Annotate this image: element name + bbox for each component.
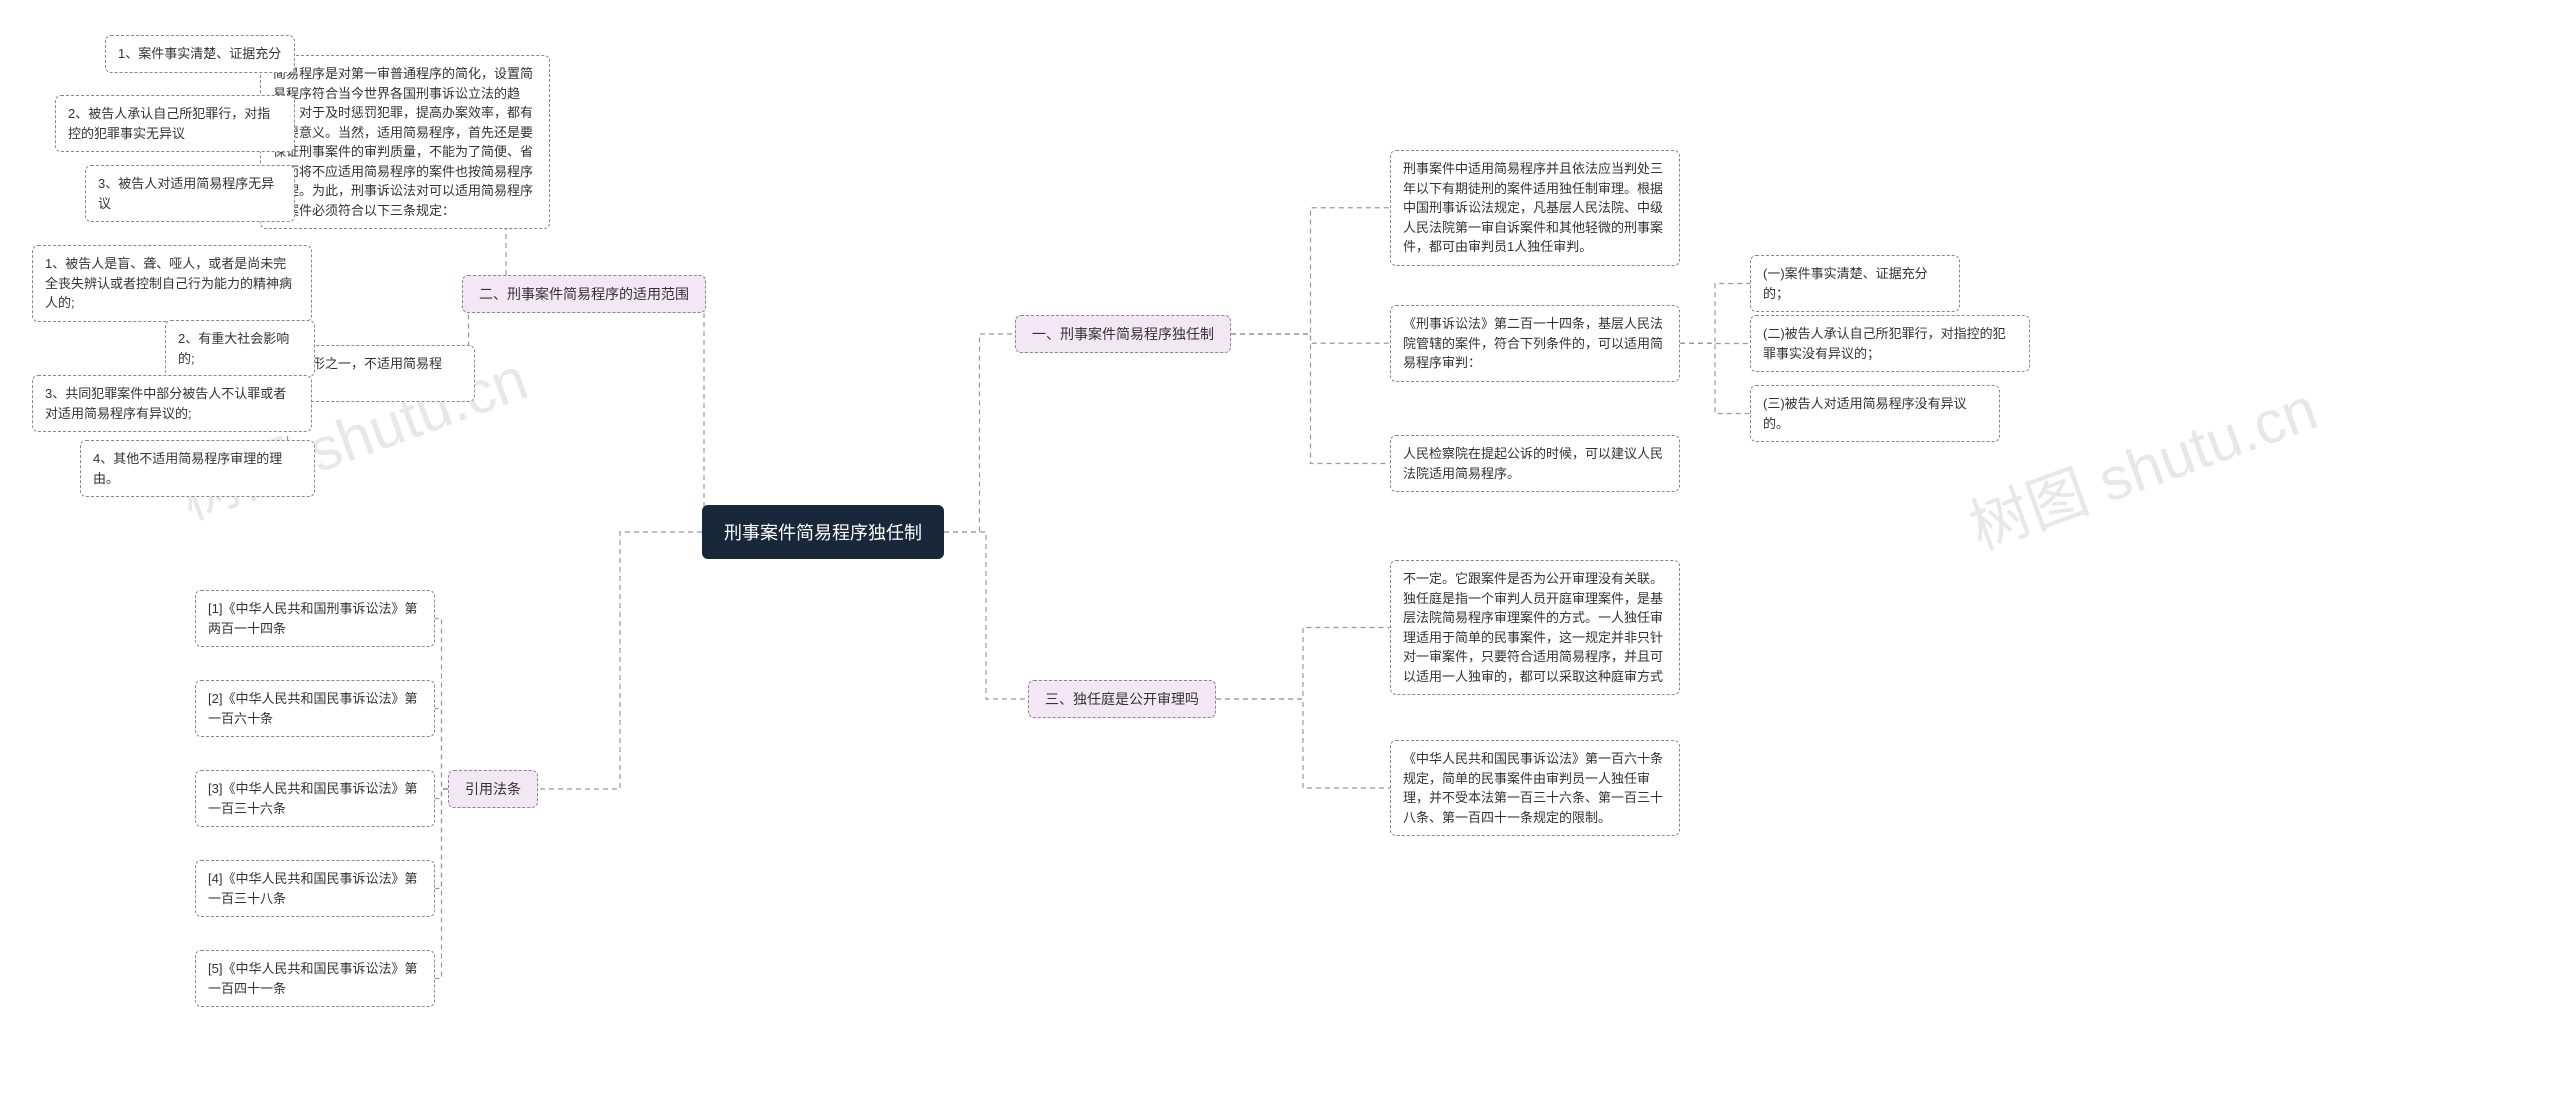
- node-2-2a[interactable]: 1、被告人是盲、聋、哑人，或者是尚未完全丧失辨认或者控制自己行为能力的精神病人的…: [32, 245, 312, 322]
- node-text: 不一定。它跟案件是否为公开审理没有关联。独任庭是指一个审判人员开庭审理案件，是基…: [1403, 571, 1663, 684]
- node-text: 《刑事诉讼法》第二百一十四条，基层人民法院管辖的案件，符合下列条件的，可以适用简…: [1403, 316, 1663, 370]
- node-text: [4]《中华人民共和国民事诉讼法》第一百三十八条: [208, 871, 417, 906]
- node-1-2c[interactable]: (三)被告人对适用简易程序没有异议的。: [1750, 385, 2000, 442]
- node-cite-1[interactable]: [1]《中华人民共和国刑事诉讼法》第两百一十四条: [195, 590, 435, 647]
- node-2-2b[interactable]: 2、有重大社会影响的;: [165, 320, 315, 377]
- node-1-1[interactable]: 刑事案件中适用简易程序并且依法应当判处三年以下有期徒刑的案件适用独任制审理。根据…: [1390, 150, 1680, 266]
- node-text: 1、案件事实清楚、证据充分: [118, 46, 281, 61]
- node-text: 《中华人民共和国民事诉讼法》第一百六十条规定，简单的民事案件由审判员一人独任审理…: [1403, 751, 1663, 825]
- root-node[interactable]: 刑事案件简易程序独任制: [702, 505, 944, 559]
- node-text: 2、被告人承认自己所犯罪行，对指控的犯罪事实无异议: [68, 106, 270, 141]
- branch-section-3[interactable]: 三、独任庭是公开审理吗: [1028, 680, 1216, 718]
- node-text: [5]《中华人民共和国民事诉讼法》第一百四十一条: [208, 961, 417, 996]
- node-3-1[interactable]: 不一定。它跟案件是否为公开审理没有关联。独任庭是指一个审判人员开庭审理案件，是基…: [1390, 560, 1680, 695]
- node-2-2c[interactable]: 3、共同犯罪案件中部分被告人不认罪或者对适用简易程序有异议的;: [32, 375, 312, 432]
- node-text: (二)被告人承认自己所犯罪行，对指控的犯罪事实没有异议的；: [1763, 326, 2006, 361]
- node-1-2b[interactable]: (二)被告人承认自己所犯罪行，对指控的犯罪事实没有异议的；: [1750, 315, 2030, 372]
- node-cite-4[interactable]: [4]《中华人民共和国民事诉讼法》第一百三十八条: [195, 860, 435, 917]
- node-cite-2[interactable]: [2]《中华人民共和国民事诉讼法》第一百六十条: [195, 680, 435, 737]
- branch-label: 一、刑事案件简易程序独任制: [1032, 326, 1214, 342]
- root-label: 刑事案件简易程序独任制: [724, 523, 922, 543]
- node-text: 1、被告人是盲、聋、哑人，或者是尚未完全丧失辨认或者控制自己行为能力的精神病人的…: [45, 256, 292, 310]
- node-3-2[interactable]: 《中华人民共和国民事诉讼法》第一百六十条规定，简单的民事案件由审判员一人独任审理…: [1390, 740, 1680, 836]
- node-text: 人民检察院在提起公诉的时候，可以建议人民法院适用简易程序。: [1403, 446, 1663, 481]
- node-cite-5[interactable]: [5]《中华人民共和国民事诉讼法》第一百四十一条: [195, 950, 435, 1007]
- node-text: 刑事案件中适用简易程序并且依法应当判处三年以下有期徒刑的案件适用独任制审理。根据…: [1403, 161, 1663, 254]
- node-text: [1]《中华人民共和国刑事诉讼法》第两百一十四条: [208, 601, 417, 636]
- branch-section-1[interactable]: 一、刑事案件简易程序独任制: [1015, 315, 1231, 353]
- node-1-2[interactable]: 《刑事诉讼法》第二百一十四条，基层人民法院管辖的案件，符合下列条件的，可以适用简…: [1390, 305, 1680, 382]
- node-1-3[interactable]: 人民检察院在提起公诉的时候，可以建议人民法院适用简易程序。: [1390, 435, 1680, 492]
- node-text: (三)被告人对适用简易程序没有异议的。: [1763, 396, 1967, 431]
- branch-label: 引用法条: [465, 781, 521, 797]
- node-text: 3、被告人对适用简易程序无异议: [98, 176, 274, 211]
- branch-label: 三、独任庭是公开审理吗: [1045, 691, 1199, 707]
- node-text: 3、共同犯罪案件中部分被告人不认罪或者对适用简易程序有异议的;: [45, 386, 286, 421]
- node-2-2d[interactable]: 4、其他不适用简易程序审理的理由。: [80, 440, 315, 497]
- branch-citations[interactable]: 引用法条: [448, 770, 538, 808]
- node-2-1b[interactable]: 2、被告人承认自己所犯罪行，对指控的犯罪事实无异议: [55, 95, 295, 152]
- branch-section-2[interactable]: 二、刑事案件简易程序的适用范围: [462, 275, 706, 313]
- branch-label: 二、刑事案件简易程序的适用范围: [479, 286, 689, 302]
- node-text: (一)案件事实清楚、证据充分的；: [1763, 266, 1928, 301]
- node-text: [2]《中华人民共和国民事诉讼法》第一百六十条: [208, 691, 417, 726]
- watermark-2: 树图 shutu.cn: [1956, 360, 2327, 566]
- node-2-1a[interactable]: 1、案件事实清楚、证据充分: [105, 35, 295, 73]
- node-text: 简易程序是对第一审普通程序的简化，设置简易程序符合当今世界各国刑事诉讼立法的趋势…: [273, 66, 533, 218]
- node-text: 2、有重大社会影响的;: [178, 331, 289, 366]
- node-text: 4、其他不适用简易程序审理的理由。: [93, 451, 282, 486]
- node-1-2a[interactable]: (一)案件事实清楚、证据充分的；: [1750, 255, 1960, 312]
- node-2-1c[interactable]: 3、被告人对适用简易程序无异议: [85, 165, 295, 222]
- node-cite-3[interactable]: [3]《中华人民共和国民事诉讼法》第一百三十六条: [195, 770, 435, 827]
- node-text: [3]《中华人民共和国民事诉讼法》第一百三十六条: [208, 781, 417, 816]
- node-2-1[interactable]: 简易程序是对第一审普通程序的简化，设置简易程序符合当今世界各国刑事诉讼立法的趋势…: [260, 55, 550, 229]
